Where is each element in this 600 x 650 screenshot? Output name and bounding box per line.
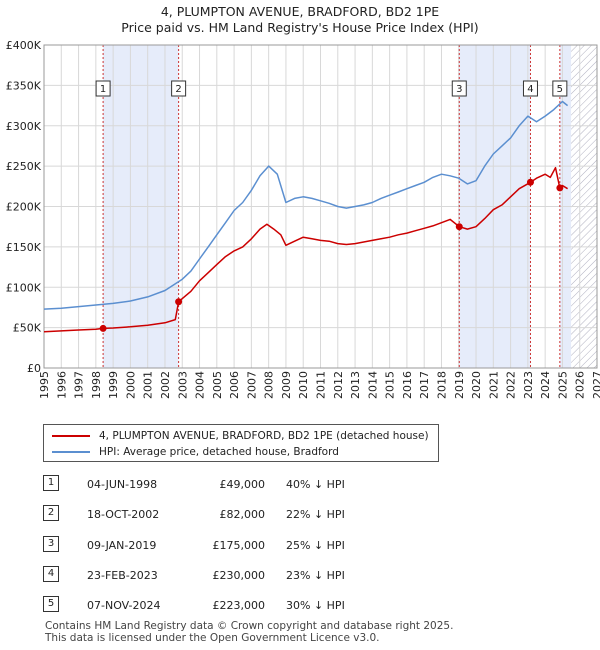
x-tick-label: 2006 — [228, 371, 241, 399]
x-tick-label: 1999 — [107, 371, 120, 399]
sale-label-number: 3 — [456, 84, 462, 95]
sale-price: £49,000 — [219, 478, 266, 491]
sale-label-box — [95, 80, 111, 97]
sale-point — [455, 223, 463, 231]
sale-label-box — [522, 80, 538, 97]
chart-subtitle: Price paid vs. HM Land Registry's House … — [121, 20, 479, 35]
x-tick-label: 2022 — [505, 371, 518, 399]
x-tick-label: 2014 — [366, 371, 379, 399]
sale-date: 23-FEB-2023 — [87, 569, 158, 582]
y-tick-label: £50K — [13, 322, 42, 335]
sale-price: £175,000 — [212, 539, 266, 552]
sale-hpi-diff: 22% ↓ HPI — [286, 508, 345, 521]
price-chart: £0 £50K £100K £150K £200K £250K £300K £350K £400… — [6, 39, 600, 399]
sale-label-number: 2 — [175, 84, 181, 95]
sale-point — [556, 184, 564, 192]
x-tick-label: 2017 — [418, 371, 431, 399]
footer-copyright: Contains HM Land Registry data © Crown c… — [45, 620, 454, 632]
sale-label-box — [552, 80, 568, 97]
sale-number-badge: 4 — [43, 566, 59, 582]
sale-number-badge: 5 — [43, 596, 59, 612]
sale-price: £230,000 — [212, 569, 266, 582]
x-tick-label: 2001 — [142, 371, 155, 399]
x-tick-label: 2011 — [315, 371, 328, 399]
x-tick-label: 2010 — [297, 371, 310, 399]
x-tick-label: 2007 — [245, 371, 258, 399]
sale-row: 4 23-FEB-2023 £230,000 23% ↓ HPI — [43, 566, 463, 586]
x-tick-label: 1996 — [55, 371, 68, 399]
sale-point — [175, 298, 183, 306]
x-tick-label: 1995 — [38, 371, 51, 399]
sale-label-number: 1 — [100, 84, 106, 95]
footer-licence: This data is licensed under the Open Gov… — [45, 632, 380, 644]
x-tick-label: 2013 — [349, 371, 362, 399]
legend-label-hpi: HPI: Average price, detached house, Brad… — [99, 446, 339, 458]
x-tick-label: 2002 — [159, 371, 172, 399]
x-tick-label: 2003 — [176, 371, 189, 399]
sale-date: 18-OCT-2002 — [87, 508, 160, 521]
y-tick-label: £150K — [6, 241, 42, 254]
x-tick-label: 2023 — [522, 371, 535, 399]
sale-row: 5 07-NOV-2024 £223,000 30% ↓ HPI — [43, 596, 463, 616]
sale-point — [526, 178, 534, 186]
x-tick-label: 2021 — [487, 371, 500, 399]
sale-date: 09-JAN-2019 — [87, 539, 157, 552]
x-tick-label: 2025 — [556, 371, 569, 399]
sale-row: 1 04-JUN-1998 £49,000 40% ↓ HPI — [43, 475, 463, 495]
x-tick-label: 2008 — [263, 371, 276, 399]
sale-date: 04-JUN-1998 — [87, 478, 158, 491]
sale-label-number: 4 — [527, 84, 533, 95]
sale-hpi-diff: 25% ↓ HPI — [286, 539, 345, 552]
sale-price: £223,000 — [212, 599, 266, 612]
x-tick-label: 2024 — [539, 371, 552, 399]
sale-point — [99, 324, 107, 332]
y-tick-label: £100K — [6, 281, 42, 294]
sale-label-box — [451, 80, 467, 97]
x-tick-label: 2016 — [401, 371, 414, 399]
chart-title: 4, PLUMPTON AVENUE, BRADFORD, BD2 1PE — [160, 4, 440, 19]
y-tick-label: £250K — [6, 160, 42, 173]
x-tick-label: 2018 — [435, 371, 448, 399]
x-tick-label: 2000 — [124, 371, 137, 399]
sale-label-box — [171, 80, 187, 97]
legend-item-property: 4, PLUMPTON AVENUE, BRADFORD, BD2 1PE (d… — [52, 428, 429, 444]
x-tick-label: 2026 — [574, 371, 587, 399]
legend-swatch-hpi — [52, 451, 90, 453]
y-tick-label: £200K — [6, 201, 42, 214]
y-tick-label: £400K — [6, 39, 42, 52]
sale-hpi-diff: 40% ↓ HPI — [286, 478, 345, 491]
x-tick-label: 2004 — [194, 371, 207, 399]
sale-row: 2 18-OCT-2002 £82,000 22% ↓ HPI — [43, 505, 463, 525]
x-tick-label: 2027 — [591, 371, 600, 399]
sale-number-badge: 1 — [43, 475, 59, 491]
x-tick-label: 2015 — [384, 371, 397, 399]
sale-hpi-diff: 23% ↓ HPI — [286, 569, 345, 582]
y-tick-label: £350K — [6, 79, 42, 92]
sale-number-badge: 3 — [43, 536, 59, 552]
legend-item-hpi: HPI: Average price, detached house, Brad… — [52, 444, 339, 460]
x-tick-label: 2019 — [453, 371, 466, 399]
legend-label-property: 4, PLUMPTON AVENUE, BRADFORD, BD2 1PE (d… — [99, 430, 429, 442]
x-tick-label: 1998 — [90, 371, 103, 399]
chart-legend: 4, PLUMPTON AVENUE, BRADFORD, BD2 1PE (d… — [43, 424, 439, 462]
sale-label-number: 5 — [557, 84, 563, 95]
sale-date: 07-NOV-2024 — [87, 599, 161, 612]
y-tick-label: £0 — [27, 362, 41, 375]
hpi-line — [43, 100, 569, 310]
sale-row: 3 09-JAN-2019 £175,000 25% ↓ HPI — [43, 536, 463, 556]
x-tick-label: 2009 — [280, 371, 293, 399]
legend-swatch-property — [52, 435, 90, 437]
x-tick-label: 2012 — [332, 371, 345, 399]
plot-frame — [43, 44, 598, 369]
x-tick-label: 1997 — [73, 371, 86, 399]
x-tick-label: 2005 — [211, 371, 224, 399]
y-tick-label: £300K — [6, 120, 42, 133]
sale-price: £82,000 — [219, 508, 266, 521]
sale-hpi-diff: 30% ↓ HPI — [286, 599, 345, 612]
sale-number-badge: 2 — [43, 505, 59, 521]
x-tick-label: 2020 — [470, 371, 483, 399]
